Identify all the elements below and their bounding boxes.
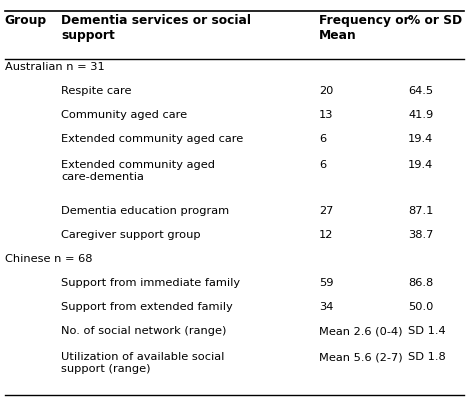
Text: 86.8: 86.8 bbox=[408, 278, 433, 287]
Text: Frequency or
Mean: Frequency or Mean bbox=[319, 14, 409, 43]
Text: Chinese n = 68: Chinese n = 68 bbox=[5, 254, 92, 263]
Text: 12: 12 bbox=[319, 230, 333, 240]
Text: 64.5: 64.5 bbox=[408, 86, 433, 96]
Text: Mean 5.6 (2-7): Mean 5.6 (2-7) bbox=[319, 351, 402, 361]
Text: Utilization of available social
support (range): Utilization of available social support … bbox=[61, 351, 224, 373]
Text: 27: 27 bbox=[319, 206, 333, 216]
Text: 6: 6 bbox=[319, 134, 326, 144]
Text: Australian n = 31: Australian n = 31 bbox=[5, 62, 105, 72]
Text: SD 1.8: SD 1.8 bbox=[408, 351, 446, 361]
Text: 19.4: 19.4 bbox=[408, 134, 433, 144]
Text: 6: 6 bbox=[319, 160, 326, 170]
Text: 34: 34 bbox=[319, 301, 333, 311]
Text: Extended community aged
care-dementia: Extended community aged care-dementia bbox=[61, 160, 215, 181]
Text: Support from extended family: Support from extended family bbox=[61, 301, 233, 311]
Text: Extended community aged care: Extended community aged care bbox=[61, 134, 243, 144]
Text: 87.1: 87.1 bbox=[408, 206, 433, 216]
Text: 50.0: 50.0 bbox=[408, 301, 433, 311]
Text: Mean 2.6 (0-4): Mean 2.6 (0-4) bbox=[319, 325, 402, 335]
Text: Dementia services or social
support: Dementia services or social support bbox=[61, 14, 251, 43]
Text: Support from immediate family: Support from immediate family bbox=[61, 278, 240, 287]
Text: No. of social network (range): No. of social network (range) bbox=[61, 325, 227, 335]
Text: Group: Group bbox=[5, 14, 47, 27]
Text: 20: 20 bbox=[319, 86, 333, 96]
Text: 41.9: 41.9 bbox=[408, 110, 433, 120]
Text: Caregiver support group: Caregiver support group bbox=[61, 230, 201, 240]
Text: Community aged care: Community aged care bbox=[61, 110, 187, 120]
Text: 13: 13 bbox=[319, 110, 333, 120]
Text: 19.4: 19.4 bbox=[408, 160, 433, 170]
Text: Dementia education program: Dementia education program bbox=[61, 206, 229, 216]
Text: Respite care: Respite care bbox=[61, 86, 131, 96]
Text: 38.7: 38.7 bbox=[408, 230, 433, 240]
Text: % or SD: % or SD bbox=[408, 14, 462, 27]
Text: SD 1.4: SD 1.4 bbox=[408, 325, 446, 335]
Text: 59: 59 bbox=[319, 278, 333, 287]
